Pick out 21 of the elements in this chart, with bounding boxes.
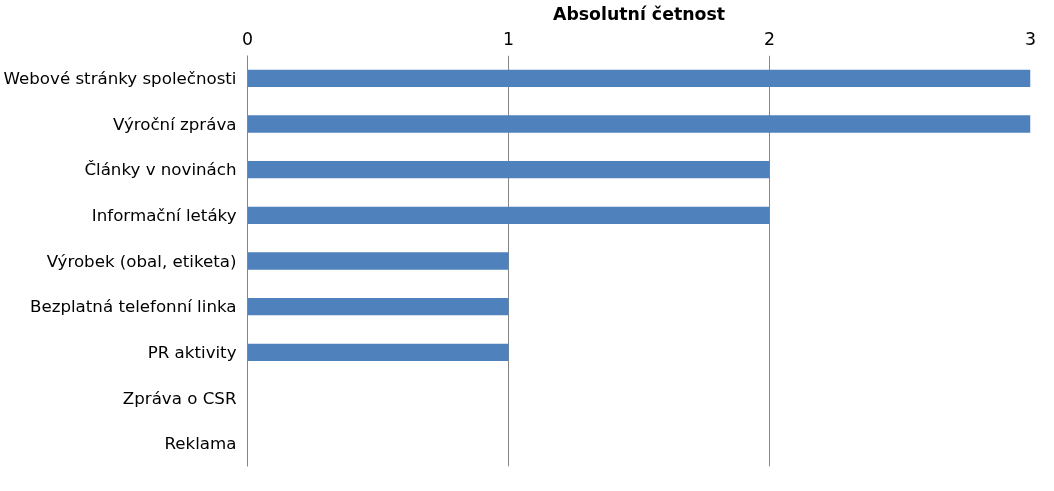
y-tick-label: Webové stránky společnosti xyxy=(3,68,237,88)
bar xyxy=(247,69,1031,88)
y-tick-label: Bezplatná telefonní linka xyxy=(29,297,237,317)
x-tick-label: 0 xyxy=(241,28,254,49)
y-tick-label: Články v novinách xyxy=(84,160,237,180)
x-tick-label: 3 xyxy=(1024,28,1037,49)
y-tick-label: Zpráva o CSR xyxy=(122,388,237,408)
bar xyxy=(247,115,1031,133)
bar xyxy=(247,252,509,270)
bar xyxy=(247,297,509,316)
x-tick-label: 1 xyxy=(502,28,515,49)
x-axis-title: Absolutní četnost xyxy=(552,3,726,24)
y-tick-label: Výrobek (obal, etiketa) xyxy=(46,251,237,271)
y-tick-label: Výroční zpráva xyxy=(112,114,237,134)
y-tick-label: PR aktivity xyxy=(147,342,237,362)
bar xyxy=(247,160,770,179)
bar xyxy=(247,206,770,225)
y-tick-label: Reklama xyxy=(164,434,237,454)
bar xyxy=(247,343,509,362)
y-tick-label: Informační letáky xyxy=(91,205,237,225)
x-tick-label: 2 xyxy=(763,28,776,49)
